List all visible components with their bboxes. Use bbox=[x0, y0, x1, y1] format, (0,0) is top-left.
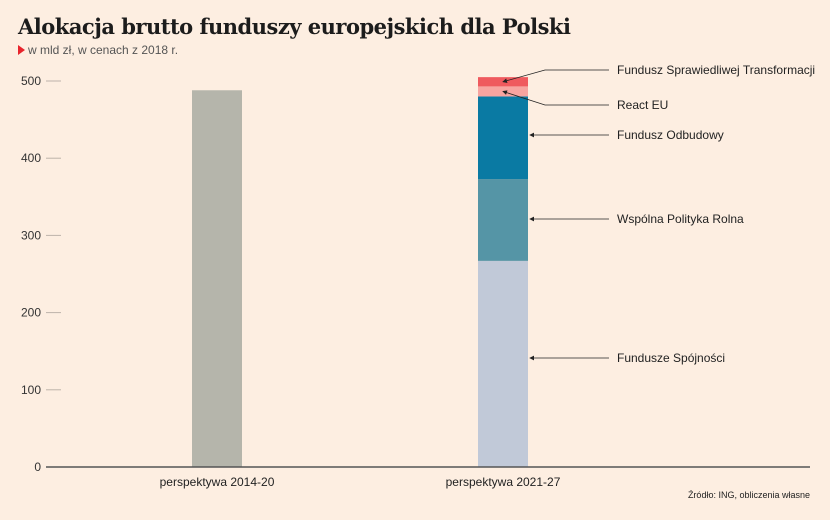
x-category-label: perspektywa 2014-20 bbox=[160, 475, 275, 489]
triangle-marker-icon bbox=[18, 45, 25, 55]
subtitle-text: w mld zł, w cenach z 2018 r. bbox=[28, 43, 179, 57]
bar-segment bbox=[478, 260, 528, 467]
series-annotation-label: Fundusz Odbudowy bbox=[617, 128, 724, 142]
series-annotation-label: Fundusz Sprawiedliwej Transformacji bbox=[617, 63, 815, 77]
y-tick-label: 200 bbox=[21, 306, 41, 320]
y-tick-label: 400 bbox=[21, 151, 41, 165]
x-category-label: perspektywa 2021-27 bbox=[446, 475, 561, 489]
series-annotation-label: React EU bbox=[617, 98, 668, 112]
annotation-arrow bbox=[502, 69, 609, 84]
y-tick-label: 300 bbox=[21, 228, 41, 242]
y-tick-label: 500 bbox=[21, 74, 41, 88]
chart-title: Alokacja brutto funduszy europejskich dl… bbox=[18, 14, 571, 39]
y-tick-label: 0 bbox=[34, 460, 41, 474]
bar-segment bbox=[478, 179, 528, 261]
bar-segment bbox=[192, 90, 242, 467]
source-note: Źródło: ING, obliczenia własne bbox=[687, 490, 810, 500]
series-annotation-label: Wspólna Polityka Rolna bbox=[617, 212, 744, 226]
y-tick-label: 100 bbox=[21, 383, 41, 397]
chart-subtitle: w mld zł, w cenach z 2018 r. bbox=[18, 43, 178, 57]
bar-segment bbox=[478, 96, 528, 180]
series-annotation-label: Fundusze Spójności bbox=[617, 351, 725, 365]
annotation-arrow bbox=[502, 90, 609, 106]
